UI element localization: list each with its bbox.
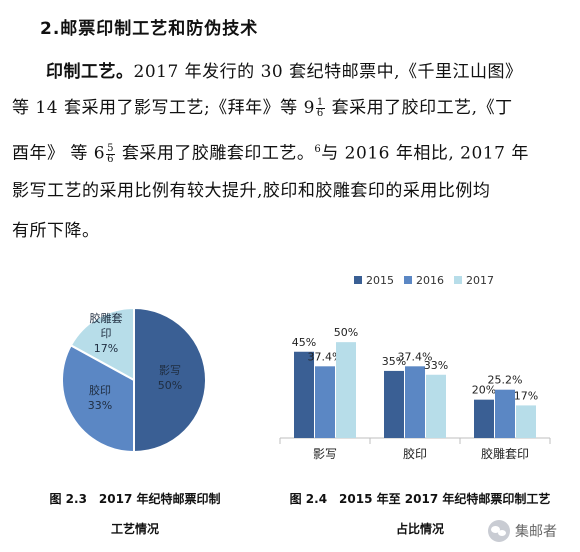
legend-swatch bbox=[454, 276, 462, 284]
pie-slice-value: 50% bbox=[158, 379, 182, 392]
bar bbox=[294, 351, 314, 438]
pie-caption-line-2: 工艺情况 bbox=[110, 522, 159, 536]
bar-caption-line-1: 图 2.4 2015 年至 2017 年纪特邮票印制工艺 bbox=[289, 492, 551, 506]
section-heading: 2.邮票印制工艺和防伪技术 bbox=[40, 19, 259, 39]
paragraph-text: 等 14 套采用了影写工艺;《拜年》等 9 bbox=[12, 98, 315, 118]
paragraph-text: 有所下降。 bbox=[12, 221, 100, 241]
paragraph-text: 套采用了胶印工艺,《丁 bbox=[325, 98, 513, 118]
bar-value-label: 33% bbox=[424, 359, 448, 372]
bar bbox=[384, 370, 404, 438]
bar-value-label: 50% bbox=[334, 326, 358, 339]
bar-value-label: 25.2% bbox=[488, 374, 523, 387]
paragraph-text: 2017 年发行的 30 套纪特邮票中,《千里江山图》 bbox=[133, 62, 523, 82]
legend-label: 2016 bbox=[416, 274, 444, 287]
paragraph-text: 与 2016 年相比, 2017 年 bbox=[321, 143, 529, 164]
bar-value-label: 20% bbox=[472, 384, 496, 397]
pie-slice-value: 17% bbox=[94, 342, 118, 355]
bar bbox=[336, 342, 356, 438]
legend-swatch bbox=[404, 276, 412, 284]
pie-slice bbox=[133, 306, 207, 454]
paragraph-line-5: 有所下降。 bbox=[12, 221, 568, 241]
bar-value-label: 17% bbox=[514, 389, 538, 402]
pie-caption-line-1: 图 2.3 2017 年纪特邮票印制 bbox=[49, 492, 221, 506]
wechat-logo-icon bbox=[488, 520, 510, 542]
bar-value-label: 37.4% bbox=[308, 350, 343, 363]
bar bbox=[315, 366, 335, 438]
pie-slice bbox=[69, 306, 135, 382]
pie-slice-label: 胶印 bbox=[89, 383, 111, 397]
bar bbox=[474, 399, 494, 438]
pie-slice-label: 印 bbox=[101, 327, 112, 340]
bar-caption-line-2: 占比情况 bbox=[395, 522, 444, 536]
bar-chart: 2015 2016 201745%37.4%50%影写35%37.4%33%胶印20… bbox=[279, 274, 551, 461]
bar bbox=[426, 374, 446, 438]
paragraph-text: 影写工艺的采用比例有较大提升,胶印和胶雕套印的采用比例均 bbox=[12, 181, 491, 201]
bar-value-label: 35% bbox=[382, 355, 406, 368]
bar bbox=[495, 389, 515, 438]
pie-slice-label: 影写 bbox=[159, 364, 181, 377]
paragraph-line-1: 印制工艺。2017 年发行的 30 套纪特邮票中,《千里江山图》 bbox=[12, 62, 568, 82]
watermark-text: 集邮者 bbox=[515, 524, 557, 540]
pie-slice bbox=[61, 343, 135, 454]
legend-swatch bbox=[354, 276, 362, 284]
pie-slice-label: 胶雕套 bbox=[90, 311, 123, 325]
watermark: 集邮者 bbox=[488, 518, 578, 544]
bar bbox=[516, 405, 536, 438]
footnote-marker: 6 bbox=[314, 144, 322, 155]
bar bbox=[405, 366, 425, 438]
category-label: 胶雕套印 bbox=[481, 446, 529, 461]
paragraph-text: 酉年》 等 6 bbox=[12, 143, 106, 164]
category-label: 影写 bbox=[313, 447, 337, 461]
bar-value-label: 37.4% bbox=[398, 350, 433, 363]
paragraph-text: 套采用了胶雕套印工艺。 bbox=[116, 143, 315, 164]
paragraph-lead: 印制工艺。 bbox=[46, 62, 134, 82]
paragraph-line-4: 影写工艺的采用比例有较大提升,胶印和胶雕套印的采用比例均 bbox=[12, 181, 568, 201]
bar-value-label: 45% bbox=[292, 336, 316, 349]
category-label: 胶印 bbox=[403, 446, 427, 461]
pie-slice-value: 33% bbox=[88, 399, 112, 412]
legend-label: 2015 bbox=[366, 274, 394, 287]
pie-chart: 影写 50% 胶印 33% 胶雕套印 17% bbox=[61, 306, 207, 454]
legend-label: 2017 bbox=[466, 274, 494, 287]
